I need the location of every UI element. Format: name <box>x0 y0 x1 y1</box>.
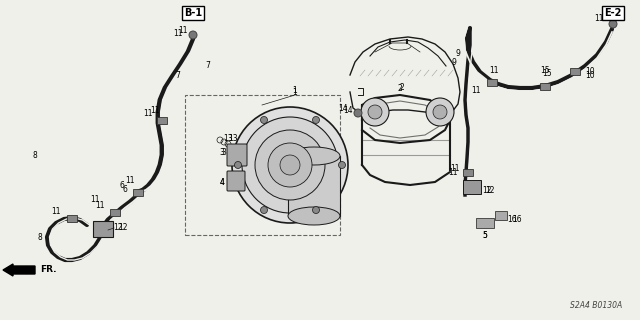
Text: E-2: E-2 <box>604 8 621 18</box>
Bar <box>93 221 113 237</box>
Text: 11: 11 <box>449 167 458 177</box>
Circle shape <box>426 98 454 126</box>
Text: 9: 9 <box>455 49 460 58</box>
Circle shape <box>312 206 319 213</box>
Text: 1: 1 <box>292 87 298 97</box>
Text: 16: 16 <box>512 215 522 225</box>
Text: 11: 11 <box>595 13 604 22</box>
Bar <box>487 78 497 85</box>
Text: 16: 16 <box>507 215 517 225</box>
Circle shape <box>312 116 319 124</box>
Text: 12: 12 <box>113 222 123 231</box>
Text: FR.: FR. <box>40 266 56 275</box>
Text: 11: 11 <box>150 106 160 115</box>
Text: 3: 3 <box>219 148 224 156</box>
Text: 1: 1 <box>292 85 298 94</box>
Circle shape <box>260 116 268 124</box>
Circle shape <box>232 107 348 223</box>
Text: 6: 6 <box>120 180 124 189</box>
Text: 11: 11 <box>143 108 153 117</box>
Text: 12: 12 <box>118 222 127 231</box>
FancyArrow shape <box>3 264 35 276</box>
Text: 4: 4 <box>219 178 224 187</box>
Circle shape <box>280 155 300 175</box>
Text: 11: 11 <box>451 164 460 172</box>
Bar <box>476 218 494 228</box>
Circle shape <box>354 109 362 117</box>
Text: 11: 11 <box>489 66 499 75</box>
Text: B-1: B-1 <box>184 8 202 18</box>
Bar <box>463 169 473 175</box>
Circle shape <box>268 143 312 187</box>
Text: 2: 2 <box>397 84 403 92</box>
Ellipse shape <box>288 147 340 165</box>
Text: 10: 10 <box>585 67 595 76</box>
Text: 11: 11 <box>179 26 188 35</box>
Text: 11: 11 <box>95 201 105 210</box>
Text: 14: 14 <box>339 103 348 113</box>
Text: 3: 3 <box>221 148 227 156</box>
Text: 12: 12 <box>483 186 492 195</box>
Text: 11: 11 <box>173 28 183 37</box>
Text: 8: 8 <box>37 234 42 243</box>
Bar <box>110 209 120 215</box>
Bar <box>495 211 507 220</box>
Circle shape <box>260 206 268 213</box>
Text: 12: 12 <box>485 186 495 195</box>
FancyBboxPatch shape <box>227 144 247 166</box>
Text: 11: 11 <box>90 196 100 204</box>
Text: 11: 11 <box>125 175 135 185</box>
Circle shape <box>433 105 447 119</box>
Text: 7: 7 <box>175 70 180 79</box>
Circle shape <box>368 105 382 119</box>
Text: 14: 14 <box>343 106 353 115</box>
Circle shape <box>242 117 338 213</box>
Text: S2A4 B0130A: S2A4 B0130A <box>570 300 622 309</box>
Text: 10: 10 <box>585 70 595 79</box>
Text: 4: 4 <box>220 178 225 187</box>
Text: 2: 2 <box>399 83 404 92</box>
Bar <box>288 156 340 216</box>
Text: 7: 7 <box>205 60 211 69</box>
Text: 13: 13 <box>223 133 233 142</box>
Text: 13: 13 <box>228 133 237 142</box>
Text: 6: 6 <box>122 185 127 194</box>
Circle shape <box>361 98 389 126</box>
Text: 5: 5 <box>483 231 488 241</box>
Text: 8: 8 <box>33 150 37 159</box>
Ellipse shape <box>288 207 340 225</box>
Bar <box>157 116 167 124</box>
Bar <box>67 214 77 221</box>
Bar <box>463 180 481 194</box>
Text: 15: 15 <box>542 68 552 77</box>
Text: 11: 11 <box>472 85 481 94</box>
Bar <box>540 83 550 90</box>
Circle shape <box>189 31 197 39</box>
Text: 5: 5 <box>483 231 488 241</box>
Text: 11: 11 <box>51 207 61 217</box>
Bar <box>185 95 340 235</box>
Bar <box>133 188 143 196</box>
Circle shape <box>255 130 325 200</box>
FancyBboxPatch shape <box>227 171 245 191</box>
Circle shape <box>339 162 346 169</box>
Circle shape <box>609 20 617 28</box>
Bar <box>570 68 580 75</box>
Circle shape <box>234 162 241 169</box>
Text: 15: 15 <box>540 66 550 75</box>
Text: 9: 9 <box>452 58 456 67</box>
